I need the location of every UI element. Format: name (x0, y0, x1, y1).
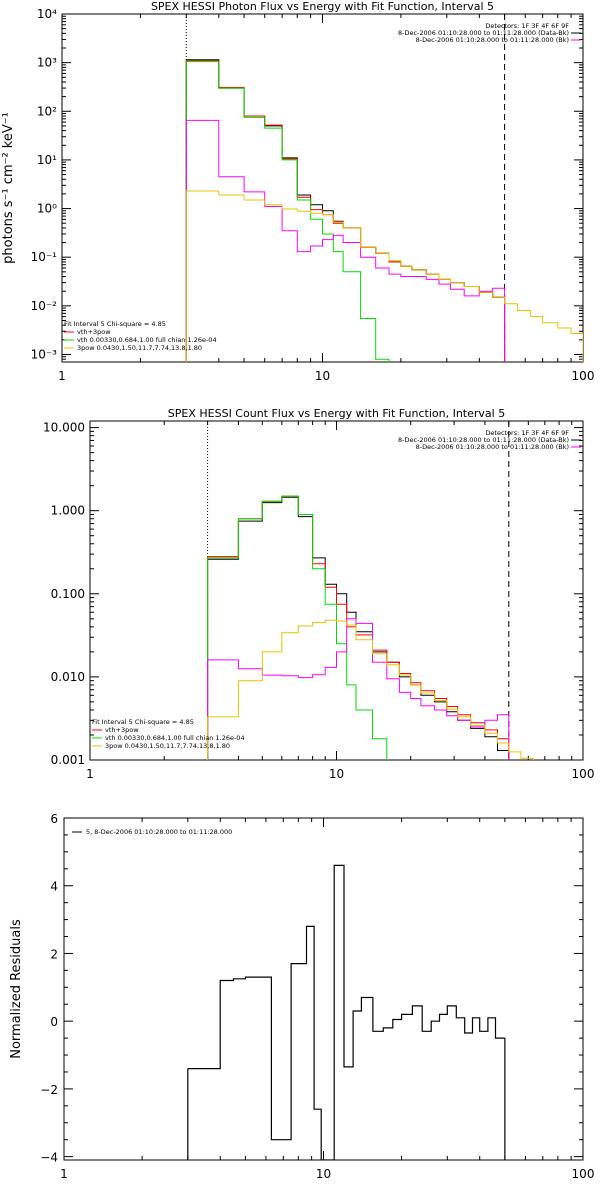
legend-bottom-entry: vth 0.00330,0.684,1.00 full chian 1.26e-… (105, 734, 245, 742)
legend-top-entry: 8-Dec-2006 01:10:28.000 to 01:11:28.000 … (416, 36, 569, 44)
x-tick-label: 1 (58, 369, 66, 383)
x-tick-label: 10 (329, 767, 344, 781)
y-tick-label: 10¹ (37, 153, 57, 167)
legend-bottom-entry: vth 0.00330,0.684,1.00 full chian 1.26e-… (77, 336, 217, 344)
legend-bottom-entry: vth+3pow (105, 726, 139, 734)
x-tick-label: 10 (315, 369, 330, 383)
x-tick-label: 100 (572, 767, 595, 781)
y-tick-label: 10⁻¹ (31, 250, 58, 264)
series-line-2 (185, 60, 506, 362)
series-line-2 (207, 495, 510, 760)
y-tick-label: 10³ (37, 56, 57, 70)
legend-bottom-entry: 3pow 0.0430,1.50,11.7,7.74,13.8,1.80 (105, 742, 230, 750)
chart-panel-3: 1 10 100 −4 −2 0 2 4 6 Normalized Residuals 5, 8-D… (9, 812, 594, 1181)
x-tick-label: 100 (572, 369, 595, 383)
x-tick-label: 100 (572, 1167, 595, 1181)
y-tick-label: 10⁻³ (31, 347, 58, 361)
plot-area (185, 14, 583, 362)
chart-panel-2: SPEX HESSI Count Flux vs Energy with Fit… (43, 407, 594, 781)
legend-bottom-entry: Fit Interval 5 Chi-square = 4.85 (92, 718, 194, 726)
residuals-line (187, 864, 505, 1160)
legend-top-entry: Detectors: 1F 3F 4F 6F 9F (485, 22, 569, 30)
series-line-5 (185, 190, 583, 362)
legend-top-entry: 5, 8-Dec-2006 01:10:28.000 to 01:11:28.0… (86, 828, 232, 836)
y-tick-label: 0 (50, 1015, 58, 1029)
series-line-3 (185, 61, 390, 362)
legend-top-entry: 8-Dec-2006 01:10:28.000 to 01:11:28.000 … (398, 29, 569, 37)
y-tick-label: 10.000 (43, 421, 85, 435)
legend-top-entry: 8-Dec-2006 01:10:28.000 to 01:11:28.000 … (398, 436, 569, 444)
y-tick-label: 10⁰ (37, 202, 57, 216)
legend-bottom-entry: 3pow 0.0430,1.50,11.7,7.74,13.8,1.80 (77, 344, 202, 352)
y-tick-label: 0.010 (51, 670, 85, 684)
series-line-4 (207, 618, 510, 760)
legend-bottom-entry: vth+3pow (77, 328, 111, 336)
y-tick-label: 10⁴ (37, 7, 57, 21)
y-tick-label: 0.100 (51, 587, 85, 601)
y-tick-label: −4 (40, 1151, 58, 1165)
x-tick-label: 10 (316, 1167, 331, 1181)
chart-title: SPEX HESSI Photon Flux vs Energy with Fi… (151, 0, 494, 13)
series-line-5 (207, 619, 534, 760)
y-tick-label: 10⁻² (31, 299, 58, 313)
y-tick-label: 0.001 (51, 753, 85, 767)
plot-area (187, 864, 506, 1160)
y-tick-label: 6 (50, 812, 58, 826)
series-line-1 (185, 59, 506, 362)
plot-area (207, 421, 534, 760)
y-axis-label: photons s⁻¹ cm⁻² keV⁻¹ (1, 112, 16, 264)
legend-top-entry: Detectors: 1F 3F 4F 6F 9F (485, 429, 569, 437)
y-tick-label: 2 (50, 947, 58, 961)
x-tick-label: 1 (86, 767, 94, 781)
y-axis-label: Normalized Residuals (9, 919, 24, 1059)
y-tick-label: 1.000 (51, 504, 85, 518)
series-line-1 (207, 496, 510, 760)
chart-panel-1: SPEX HESSI Photon Flux vs Energy with Fi… (1, 0, 594, 383)
y-tick-label: 10² (37, 104, 57, 118)
series-line-3 (207, 495, 388, 760)
series-line-4 (185, 119, 506, 362)
legend-top-entry: 8-Dec-2006 01:10:28.000 to 01:11:28.000 … (416, 443, 569, 451)
x-tick-label: 1 (60, 1167, 68, 1181)
chart-title: SPEX HESSI Count Flux vs Energy with Fit… (168, 407, 505, 420)
y-tick-label: 4 (50, 880, 58, 894)
legend-bottom-entry: Fit Interval 5 Chi-square = 4.85 (64, 320, 166, 328)
y-tick-label: −2 (40, 1083, 58, 1097)
